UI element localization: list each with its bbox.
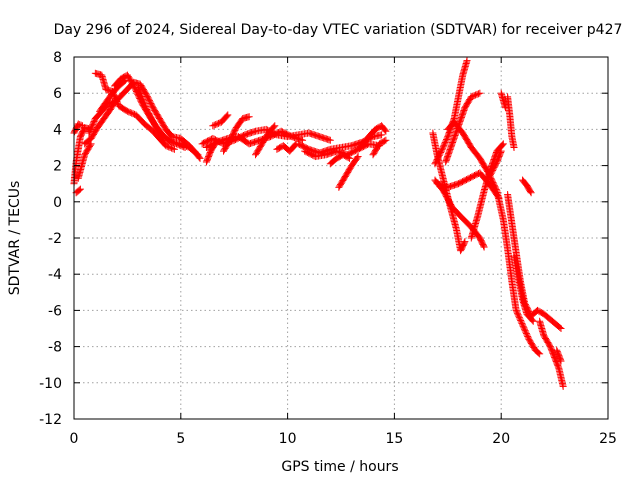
chart-background xyxy=(0,0,640,480)
